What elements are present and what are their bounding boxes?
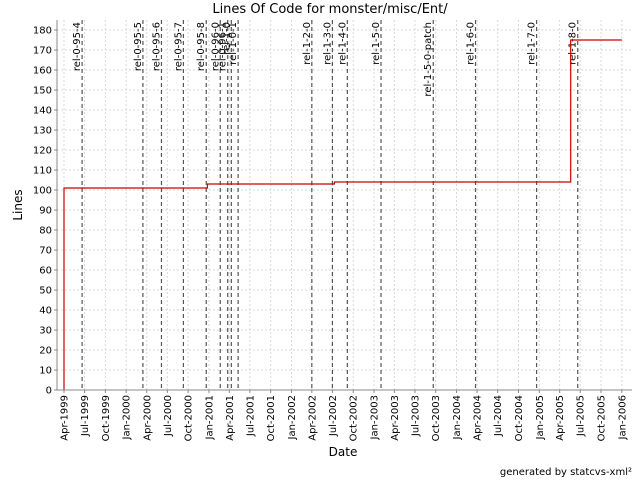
x-tick-label-8: Apr-2001 [225, 395, 236, 441]
y-tick-label-1: 10 [39, 366, 52, 377]
y-tick-label-17: 170 [33, 46, 52, 57]
y-axis-label: Lines [11, 189, 25, 220]
x-tick-label-15: Jan-2003 [370, 395, 381, 440]
y-tick-label-4: 40 [39, 306, 52, 317]
x-tick-label-16: Apr-2003 [390, 395, 401, 441]
y-tick-label-2: 20 [39, 346, 52, 357]
x-tick-label-21: Jul-2004 [493, 395, 504, 437]
x-tick-label-2: Oct-1999 [101, 395, 112, 441]
x-tick-label-20: Apr-2004 [473, 395, 484, 441]
generator-footer: generated by statcvs-xml² [499, 467, 632, 478]
x-tick-label-17: Jul-2003 [410, 395, 421, 437]
tag-label-4: rel-0-95-8 [196, 22, 207, 71]
x-tick-label-10: Oct-2001 [266, 395, 277, 441]
y-tick-label-9: 90 [39, 206, 52, 217]
series-lines [63, 39, 622, 390]
tag-label-3: rel-0-95-7 [173, 22, 184, 71]
x-tick-label-4: Apr-2000 [142, 395, 153, 441]
tag-label-8: rel-1-0-1 [228, 22, 239, 65]
x-tick-label-9: Jul-2001 [245, 395, 256, 437]
y-tick-label-18: 180 [33, 26, 52, 37]
x-tick-label-12: Apr-2002 [307, 395, 318, 441]
y-tick-label-6: 60 [39, 266, 52, 277]
x-tick-label-24: Apr-2005 [555, 395, 566, 441]
x-tick-label-6: Oct-2000 [184, 395, 195, 441]
tag-label-10: rel-1-3-0 [322, 22, 333, 65]
tag-label-16: rel-1-8-0 [568, 22, 579, 65]
y-tick-label-11: 110 [33, 166, 52, 177]
x-tick-label-27: Jan-2006 [617, 395, 628, 440]
tag-label-11: rel-1-4-0 [337, 22, 348, 65]
tag-label-1: rel-0-95-5 [133, 22, 144, 71]
tag-label-2: rel-0-95-6 [151, 22, 162, 71]
x-tick-label-22: Oct-2004 [514, 395, 525, 441]
y-tick-label-7: 70 [39, 246, 52, 257]
x-tick-label-0: Apr-1999 [60, 395, 71, 441]
tag-label-14: rel-1-6-0 [466, 22, 477, 65]
y-tick-label-13: 130 [33, 126, 52, 137]
y-tick-label-0: 0 [46, 386, 52, 397]
y-tick-label-10: 100 [33, 186, 52, 197]
x-tick-label-1: Jul-1999 [80, 395, 91, 437]
tag-label-9: rel-1-2-0 [302, 22, 313, 65]
series-line-0 [63, 39, 622, 390]
tag-label-7: rel-1-0 [221, 22, 232, 55]
x-tick-label-14: Oct-2002 [349, 395, 360, 441]
tag-label-13: rel-1-5-0-patch [423, 22, 434, 97]
x-tick-label-19: Jan-2004 [452, 395, 463, 440]
x-axis-label: Date [329, 445, 358, 459]
x-tick-label-26: Oct-2005 [597, 395, 608, 441]
y-tick-label-15: 150 [33, 86, 52, 97]
tag-label-6: rel-0-96-1 [218, 22, 229, 71]
x-tick-label-3: Jan-2000 [122, 395, 133, 440]
x-tick-label-7: Jan-2001 [204, 395, 215, 440]
y-tick-label-3: 30 [39, 326, 52, 337]
x-tick-label-11: Jan-2002 [287, 395, 298, 440]
tag-label-0: rel-0-95-4 [72, 22, 83, 71]
y-tick-label-8: 80 [39, 226, 52, 237]
y-tick-label-12: 120 [33, 146, 52, 157]
x-tick-label-23: Jan-2005 [535, 395, 546, 440]
tag-label-15: rel-1-7-0 [527, 22, 538, 65]
grid-lines [57, 20, 632, 391]
tag-label-12: rel-1-5-0 [371, 22, 382, 65]
x-tick-label-5: Jul-2000 [163, 395, 174, 437]
y-axis-ticks: 0 10 20 30 40 50 60 70 80 90 100 110 120 130 140 150 160… [33, 26, 57, 397]
release-tag-markers: rel-0-95-4 rel-0-95-5 rel-0-95-6 rel-0-95-7… [72, 20, 579, 390]
y-tick-label-5: 50 [39, 286, 52, 297]
x-tick-label-18: Oct-2003 [431, 395, 442, 441]
y-tick-label-16: 160 [33, 66, 52, 77]
chart-title: Lines Of Code for monster/misc/Ent/ [212, 2, 448, 17]
x-tick-label-13: Jul-2002 [328, 395, 339, 437]
y-tick-label-14: 140 [33, 106, 52, 117]
tag-label-5: rel-0-96-0 [210, 22, 221, 71]
axes [56, 20, 632, 391]
x-axis-ticks: Apr-1999 Jul-1999 Oct-1999 Jan-2000 Apr-2000… [60, 390, 628, 441]
x-tick-label-25: Jul-2005 [576, 395, 587, 437]
